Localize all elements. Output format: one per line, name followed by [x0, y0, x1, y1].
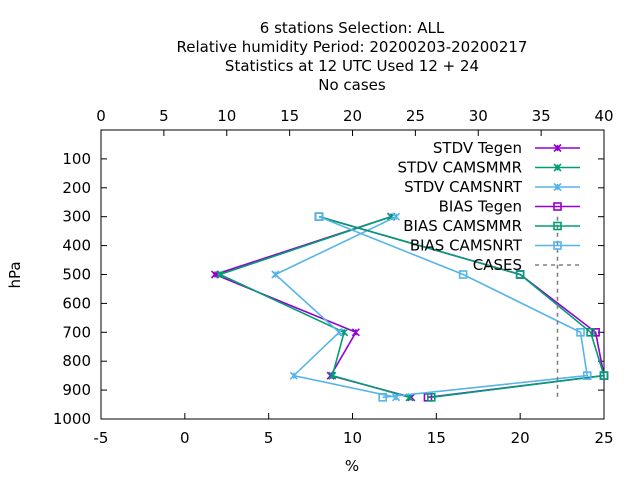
legend-label: STDV CAMSMMR [397, 159, 522, 177]
legend-label: STDV Tegen [433, 139, 522, 157]
bottom-tick-label: 20 [511, 429, 530, 447]
data-point [215, 270, 225, 279]
legend-label: BIAS Tegen [439, 198, 522, 216]
top-tick-label: 5 [159, 107, 169, 125]
data-point [314, 212, 324, 221]
data-point [378, 393, 387, 402]
y-tick-label: 900 [62, 381, 91, 399]
data-point [335, 328, 344, 337]
bottom-tick-label: 10 [343, 429, 362, 447]
data-point [289, 371, 298, 380]
title-line-1: 6 stations Selection: ALL [260, 19, 445, 37]
series-line [318, 215, 606, 399]
bottom-tick-label: 5 [264, 429, 274, 447]
data-point [458, 270, 468, 279]
bottom-tick-label: 15 [427, 429, 446, 447]
series-0 [210, 212, 416, 402]
legend-label: STDV CAMSNRT [404, 178, 523, 196]
top-tick-label: 10 [217, 107, 236, 125]
series-line [217, 215, 410, 399]
series-2 [271, 212, 401, 402]
title-line-4: No cases [318, 76, 386, 94]
top-tick-label: 15 [280, 107, 299, 125]
y-tick-label: 200 [62, 179, 91, 197]
title-line-3: Statistics at 12 UTC Used 12 + 24 [225, 57, 479, 75]
data-point [351, 328, 360, 337]
y-tick-label: 700 [62, 323, 91, 341]
y-axis-label: hPa [6, 261, 24, 288]
bottom-axis: -5 0 5 10 15 20 25 [94, 413, 614, 447]
legend-label: CASES [473, 256, 522, 274]
data-point [427, 393, 436, 402]
top-tick-label: 0 [96, 107, 106, 125]
y-tick-label: 100 [62, 150, 91, 168]
top-tick-label: 40 [594, 107, 613, 125]
data-point [271, 270, 280, 279]
y-tick-label: 800 [62, 352, 91, 370]
y-tick-label: 500 [62, 266, 91, 284]
top-axis: 0 5 10 15 20 25 30 35 40 [96, 107, 614, 136]
y-tick-label: 400 [62, 237, 91, 255]
y-tick-label: 300 [62, 208, 91, 226]
data-point [515, 270, 525, 279]
legend-marker [553, 143, 562, 153]
y-axis: 100 200 300 400 500 600 700 800 900 1000 [53, 150, 604, 428]
legend-marker [553, 241, 562, 250]
chart-title: 6 stations Selection: ALL Relative humid… [177, 19, 528, 94]
data-point [392, 212, 401, 221]
data-point [591, 327, 600, 337]
data-point [328, 371, 337, 380]
top-tick-label: 25 [406, 107, 425, 125]
y-tick-label: 600 [62, 294, 91, 312]
legend-marker [553, 163, 562, 172]
bottom-tick-label: 25 [594, 429, 613, 447]
legend-marker [553, 202, 562, 211]
top-tick-label: 30 [469, 107, 488, 125]
series-layer [210, 212, 609, 402]
series-5 [314, 212, 592, 402]
legend-label: BIAS CAMSMMR [403, 217, 522, 235]
y-tick-label: 1000 [53, 410, 91, 428]
series-line [318, 215, 589, 399]
top-tick-label: 20 [343, 107, 362, 125]
plot-frame [100, 129, 605, 420]
legend-marker [553, 221, 562, 231]
top-tick-label: 35 [532, 107, 551, 125]
data-point [599, 371, 609, 380]
legend-label: BIAS CAMSNRT [410, 237, 523, 255]
data-point [586, 327, 595, 337]
bottom-tick-label: 0 [180, 429, 190, 447]
title-line-2: Relative humidity Period: 20200203-20200… [177, 38, 528, 56]
data-point [582, 371, 592, 380]
legend-marker [553, 182, 562, 192]
data-point [576, 327, 585, 337]
x-axis-label: % [345, 457, 359, 475]
bottom-tick-label: -5 [94, 429, 109, 447]
